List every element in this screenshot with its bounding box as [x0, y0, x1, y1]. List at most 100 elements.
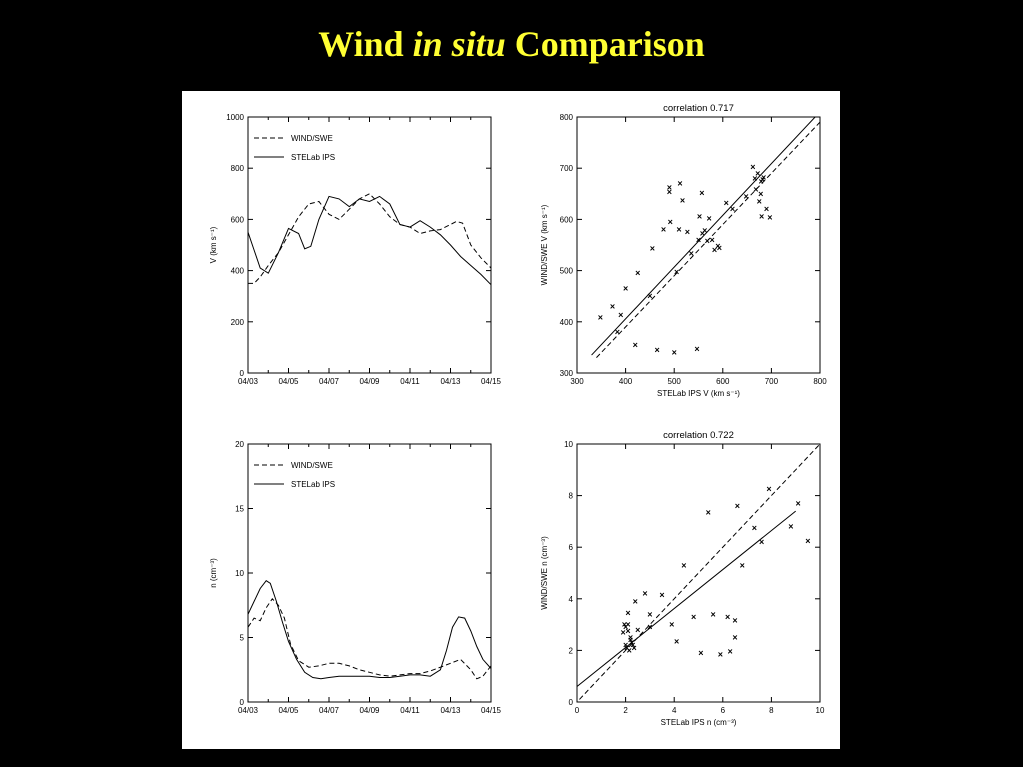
- data-point: ×: [615, 327, 620, 337]
- data-point: ×: [667, 183, 672, 193]
- data-point: ×: [672, 348, 677, 358]
- data-point: ×: [705, 236, 710, 246]
- x-tick-label: 04/13: [440, 377, 461, 386]
- x-tick-label: 04/03: [238, 377, 259, 386]
- data-point: ×: [764, 204, 769, 214]
- data-point: ×: [625, 608, 630, 618]
- data-point: ×: [623, 622, 628, 632]
- y-tick-label: 0: [240, 369, 245, 378]
- data-point: ×: [628, 633, 633, 643]
- title-word-in-situ: in situ: [412, 24, 506, 64]
- data-point: ×: [698, 648, 703, 658]
- data-point: ×: [668, 217, 673, 227]
- y-tick-label: 600: [231, 215, 245, 224]
- x-tick-label: 4: [672, 706, 677, 715]
- data-point: ×: [760, 174, 765, 184]
- y-tick-label: 2: [569, 646, 574, 655]
- data-point: ×: [709, 235, 714, 245]
- y-tick-label: 700: [560, 164, 574, 173]
- data-point: ×: [618, 310, 623, 320]
- x-tick-label: 04/11: [400, 706, 420, 715]
- data-point: ×: [766, 484, 771, 494]
- y-tick-label: 6: [569, 543, 574, 552]
- data-point: ×: [750, 162, 755, 172]
- data-point: ×: [635, 625, 640, 635]
- x-tick-label: 04/15: [481, 377, 502, 386]
- data-point: ×: [647, 609, 652, 619]
- y-axis-label: n (cm⁻³): [209, 558, 218, 588]
- y-tick-label: 400: [231, 267, 245, 276]
- data-point: ×: [689, 249, 694, 259]
- data-point: ×: [712, 245, 717, 255]
- data-point: ×: [630, 640, 635, 650]
- slide-title: Wind in situ Comparison: [0, 22, 1023, 66]
- x-tick-label: 0: [575, 706, 580, 715]
- plot-frame: [576, 443, 821, 703]
- data-point: ×: [740, 560, 745, 570]
- data-point: ×: [732, 633, 737, 643]
- x-tick-label: 04/15: [481, 706, 502, 715]
- x-tick-label: 04/05: [278, 377, 299, 386]
- y-tick-label: 10: [235, 569, 244, 578]
- data-point: ×: [788, 522, 793, 532]
- x-tick-label: 10: [816, 706, 825, 715]
- scatter-panel-2: 300 400 500 600 700 800 300 400 500 600 700 800 corr…: [540, 103, 827, 398]
- x-tick-label: 04/09: [359, 706, 380, 715]
- data-point: ×: [647, 622, 652, 632]
- data-point: ×: [743, 191, 748, 201]
- y-tick-label: 0: [240, 698, 245, 707]
- data-point: ×: [727, 647, 732, 657]
- data-point: ×: [724, 198, 729, 208]
- y-tick-label: 800: [560, 113, 574, 122]
- data-point: ×: [642, 589, 647, 599]
- data-point: ×: [761, 172, 766, 182]
- y-axis-label: WIND/SWE V (km s⁻¹): [540, 204, 549, 285]
- data-point: ×: [696, 235, 701, 245]
- data-point: ×: [691, 612, 696, 622]
- x-tick-label: 700: [765, 377, 779, 386]
- data-point: ×: [623, 640, 628, 650]
- legend-label: WIND/SWE: [291, 461, 333, 470]
- data-point: ×: [610, 301, 615, 311]
- x-tick-label: 8: [769, 706, 774, 715]
- y-axis-label: V (km s⁻¹): [209, 226, 218, 263]
- data-point: ×: [647, 291, 652, 301]
- x-tick-label: 2: [623, 706, 628, 715]
- y-tick-label: 0: [569, 698, 574, 707]
- x-axis-label: STELab IPS V (km s⁻¹): [657, 389, 740, 398]
- data-point: ×: [661, 225, 666, 235]
- time-series-panel-3: 0 5 10 15 20 04/03 04/05 04/07 04/09 04/11 04/13 04…: [209, 440, 502, 715]
- data-point: ×: [694, 344, 699, 354]
- series-line-wind-swe: [247, 598, 492, 680]
- x-tick-label: 04/13: [440, 706, 461, 715]
- title-word-wind: Wind: [318, 24, 404, 64]
- y-tick-label: 10: [564, 440, 573, 449]
- data-point: ×: [767, 212, 772, 222]
- y-tick-label: 300: [560, 369, 574, 378]
- x-tick-label: 04/03: [238, 706, 259, 715]
- y-axis-label: WIND/SWE n (cm⁻³): [540, 536, 549, 610]
- data-point: ×: [629, 638, 634, 648]
- fit-line: [576, 510, 797, 687]
- data-point: ×: [625, 626, 630, 636]
- x-tick-label: 500: [668, 377, 682, 386]
- series-line-wind-swe: [248, 193, 492, 284]
- x-tick-label: 6: [721, 706, 726, 715]
- x-tick-label: 300: [570, 377, 584, 386]
- data-point: ×: [753, 185, 758, 195]
- data-point: ×: [730, 204, 735, 214]
- scatter-panel-4: 0 2 4 6 8 10 0 2 4 6 8 10 correlation 0.722 STELab IP…: [540, 430, 825, 727]
- data-point: ×: [677, 179, 682, 189]
- data-point: ×: [706, 507, 711, 517]
- data-point: ×: [655, 345, 660, 355]
- data-point: ×: [680, 195, 685, 205]
- y-tick-label: 600: [560, 215, 574, 224]
- identity-line: [579, 443, 821, 700]
- data-point: ×: [598, 313, 603, 323]
- data-point: ×: [650, 244, 655, 254]
- plot-frame: [576, 116, 821, 374]
- data-point: ×: [681, 560, 686, 570]
- x-tick-label: 04/05: [278, 706, 299, 715]
- data-point: ×: [700, 229, 705, 239]
